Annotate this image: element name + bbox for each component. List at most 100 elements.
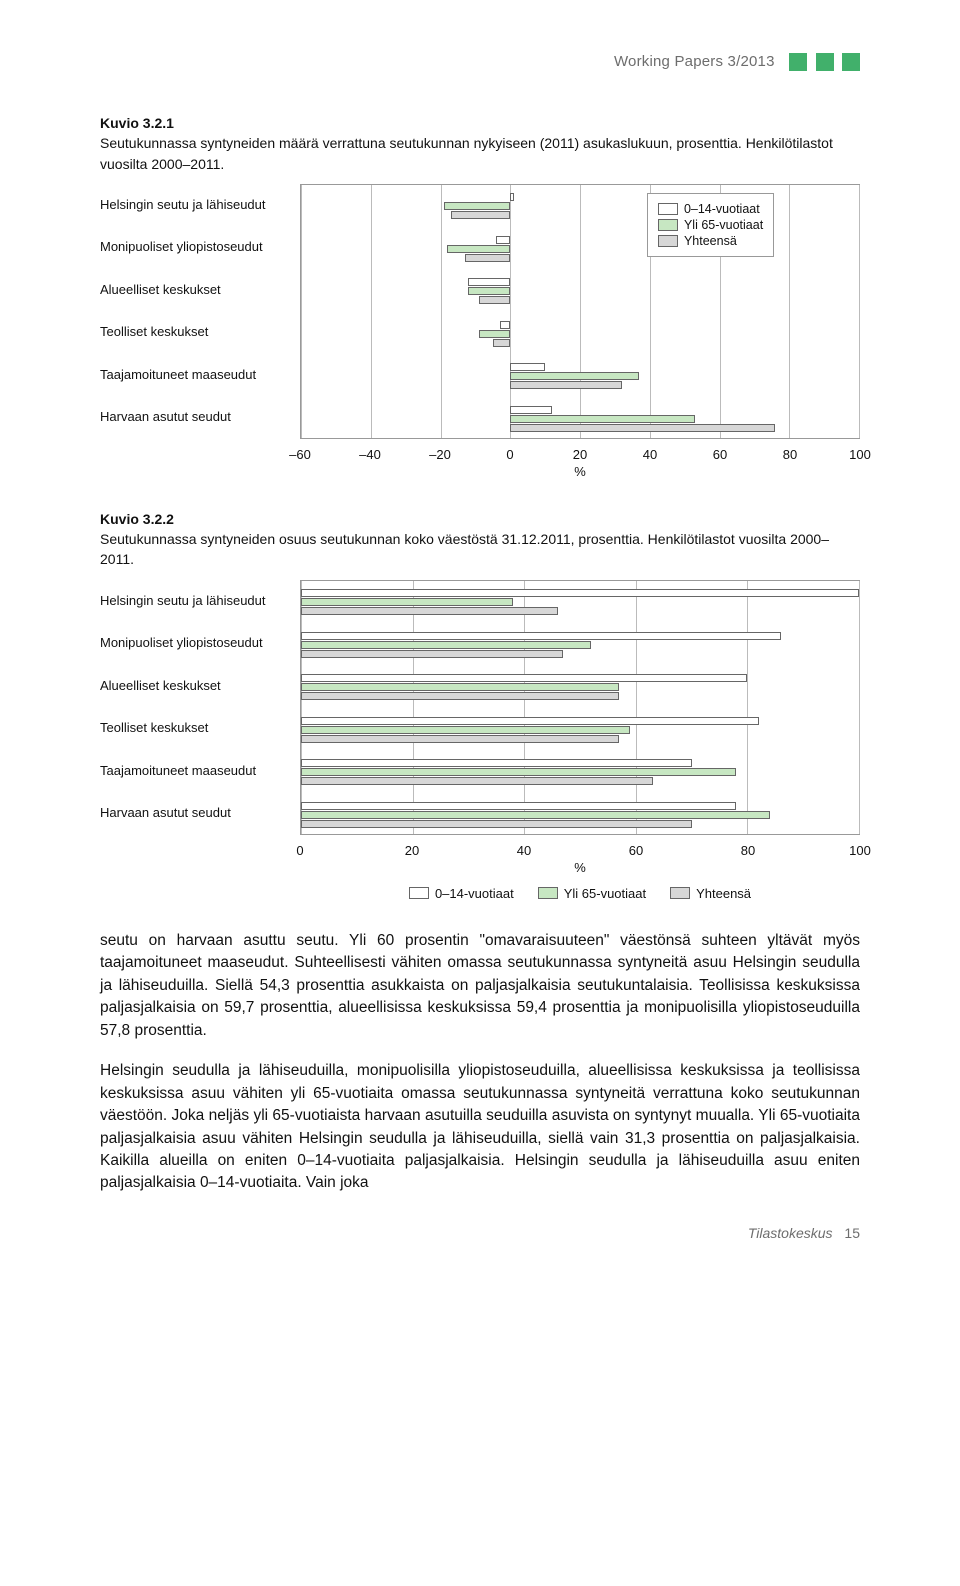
legend-swatch	[658, 219, 678, 231]
chart-y-label: Teolliset keskukset	[100, 311, 300, 354]
bar	[301, 802, 736, 810]
x-tick: –60	[289, 447, 311, 462]
chart2: Helsingin seutu ja lähiseudutMonipuolise…	[100, 580, 860, 915]
bar	[479, 296, 510, 304]
paragraph-2: Helsingin seudulla ja lähiseuduilla, mon…	[100, 1060, 860, 1195]
legend-label: 0–14-vuotiaat	[684, 202, 760, 216]
bar	[301, 735, 619, 743]
x-tick: 60	[629, 843, 643, 858]
header: Working Papers 3/2013	[100, 50, 860, 73]
bar	[500, 321, 510, 329]
bar	[510, 415, 695, 423]
header-box-1	[789, 53, 807, 71]
bar	[510, 193, 513, 201]
gridline	[301, 185, 302, 438]
bar	[301, 641, 591, 649]
x-tick: 100	[849, 843, 871, 858]
bar	[447, 245, 510, 253]
bar	[301, 726, 630, 734]
chart1: Helsingin seutu ja lähiseudutMonipuolise…	[100, 184, 860, 494]
body-text: seutu on harvaan asuttu seutu. Yli 60 pr…	[100, 930, 860, 1195]
chart-y-label: Harvaan asutut seudut	[100, 396, 300, 439]
x-tick: 80	[783, 447, 797, 462]
footer-source: Tilastokeskus	[748, 1225, 833, 1241]
legend-swatch	[538, 887, 558, 899]
gridline	[441, 185, 442, 438]
gridline	[510, 185, 511, 438]
chart2-x-label: %	[574, 860, 586, 875]
gridline	[580, 185, 581, 438]
gridline	[789, 185, 790, 438]
chart1-caption-text: Seutukunnassa syntyneiden määrä verrattu…	[100, 135, 833, 171]
x-tick: –40	[359, 447, 381, 462]
bar	[496, 236, 510, 244]
chart1-plot: 0–14-vuotiaat Yli 65-vuotiaat Yhteensä	[300, 184, 860, 439]
chart-y-label: Alueelliset keskukset	[100, 665, 300, 708]
legend-label: Yli 65-vuotiaat	[564, 886, 646, 901]
bar	[301, 777, 653, 785]
bar	[301, 607, 558, 615]
bar	[444, 202, 510, 210]
legend-item: Yhteensä	[658, 234, 763, 248]
bar	[479, 330, 510, 338]
bar	[301, 589, 859, 597]
bar	[301, 717, 759, 725]
chart-y-label: Taajamoituneet maaseudut	[100, 354, 300, 397]
bar	[451, 211, 510, 219]
chart2-caption: Kuvio 3.2.2 Seutukunnassa syntyneiden os…	[100, 509, 860, 570]
bar	[301, 820, 692, 828]
chart-y-label: Helsingin seutu ja lähiseudut	[100, 580, 300, 623]
chart2-caption-title: Kuvio 3.2.2	[100, 511, 174, 527]
bar	[510, 372, 639, 380]
header-box-3	[842, 53, 860, 71]
x-tick: 40	[643, 447, 657, 462]
chart-y-label: Monipuoliset yliopistoseudut	[100, 622, 300, 665]
bar	[465, 254, 510, 262]
bar	[510, 381, 622, 389]
bar	[301, 598, 513, 606]
gridline	[636, 581, 637, 834]
bar	[468, 287, 510, 295]
chart-y-label: Monipuoliset yliopistoseudut	[100, 226, 300, 269]
x-tick: 20	[405, 843, 419, 858]
chart1-x-axis: % –60–40–20020406080100	[300, 444, 860, 474]
x-tick: 0	[506, 447, 513, 462]
bar	[301, 759, 692, 767]
chart1-x-label: %	[574, 464, 586, 479]
gridline	[371, 185, 372, 438]
bar	[493, 339, 510, 347]
bar	[301, 632, 781, 640]
legend-item: Yli 65-vuotiaat	[658, 218, 763, 232]
chart2-x-axis: % 020406080100	[300, 840, 860, 870]
legend-label: 0–14-vuotiaat	[435, 886, 514, 901]
chart2-y-labels: Helsingin seutu ja lähiseudutMonipuolise…	[100, 580, 300, 835]
gridline	[859, 185, 860, 438]
bar	[301, 768, 736, 776]
gridline	[301, 581, 302, 834]
bar	[301, 674, 747, 682]
bar	[301, 811, 770, 819]
legend-swatch	[658, 203, 678, 215]
chart2-plot	[300, 580, 860, 835]
paragraph-1: seutu on harvaan asuttu seutu. Yli 60 pr…	[100, 930, 860, 1042]
chart1-y-labels: Helsingin seutu ja lähiseudutMonipuolise…	[100, 184, 300, 439]
legend-item: Yhteensä	[670, 886, 751, 901]
gridline	[524, 581, 525, 834]
bar	[510, 406, 552, 414]
chart-y-label: Harvaan asutut seudut	[100, 792, 300, 835]
chart-legend: 0–14-vuotiaat Yli 65-vuotiaat Yhteensä	[647, 193, 774, 257]
bar	[510, 424, 775, 432]
legend-item: 0–14-vuotiaat	[658, 202, 763, 216]
legend-label: Yhteensä	[684, 234, 737, 248]
legend-label: Yli 65-vuotiaat	[684, 218, 763, 232]
chart-y-label: Taajamoituneet maaseudut	[100, 750, 300, 793]
chart2-caption-text: Seutukunnassa syntyneiden osuus seutukun…	[100, 531, 829, 567]
legend-item: Yli 65-vuotiaat	[538, 886, 646, 901]
header-boxes	[785, 50, 860, 73]
chart-y-label: Teolliset keskukset	[100, 707, 300, 750]
legend-item: 0–14-vuotiaat	[409, 886, 514, 901]
legend-swatch	[409, 887, 429, 899]
bar	[510, 363, 545, 371]
header-box-2	[816, 53, 834, 71]
bar	[301, 683, 619, 691]
